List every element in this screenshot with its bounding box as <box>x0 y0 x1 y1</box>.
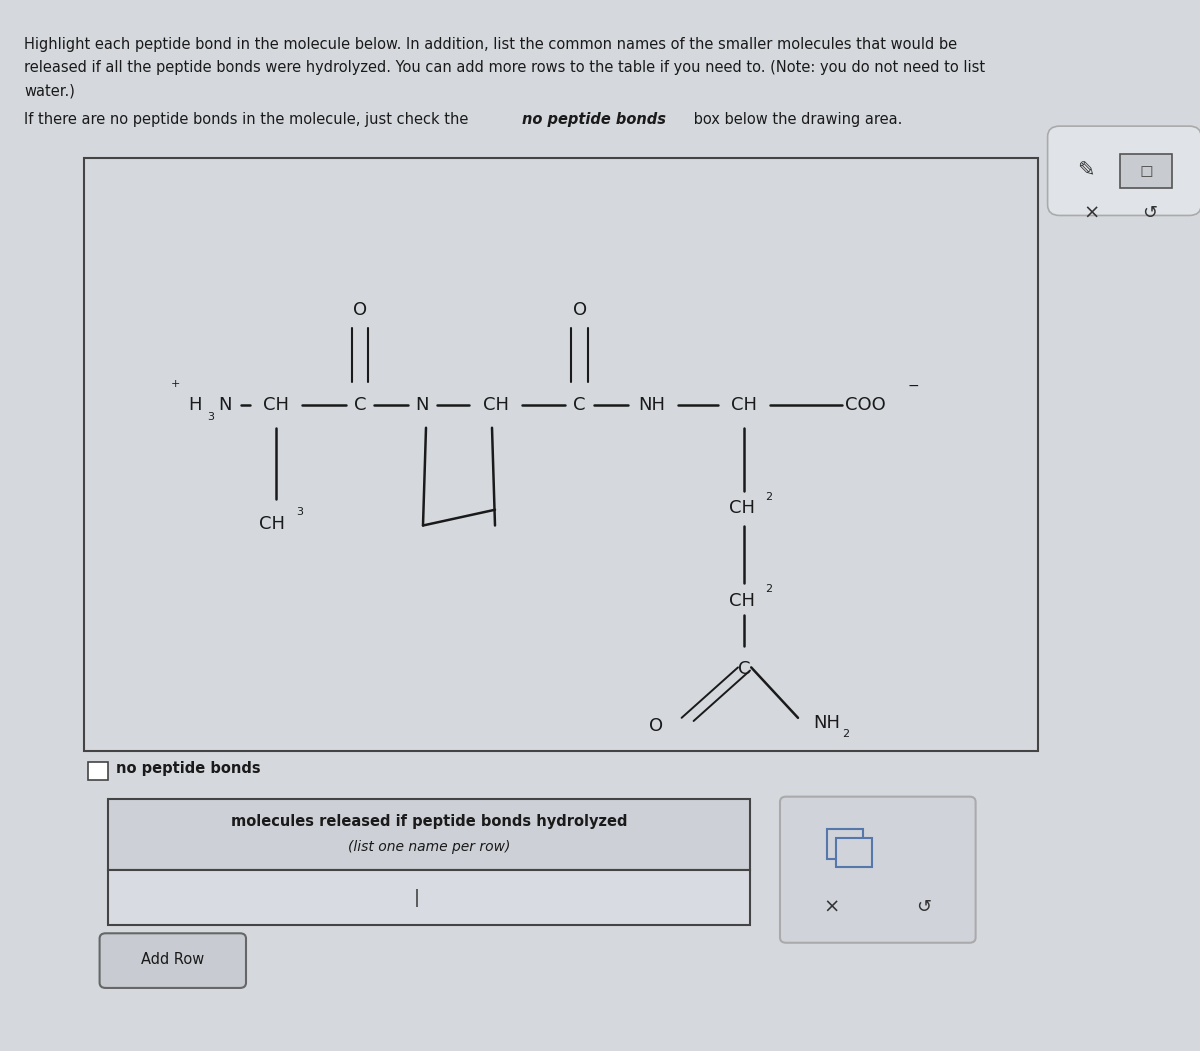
Text: (list one name per row): (list one name per row) <box>348 840 510 854</box>
Text: O: O <box>572 301 587 320</box>
Text: |: | <box>414 888 420 907</box>
Text: −: − <box>907 378 919 393</box>
Text: O: O <box>649 717 664 736</box>
Text: 2: 2 <box>842 728 850 739</box>
Text: ↺: ↺ <box>1142 204 1157 223</box>
Text: Highlight each peptide bond in the molecule below. In addition, list the common : Highlight each peptide bond in the molec… <box>24 37 958 51</box>
Text: CH: CH <box>728 499 755 517</box>
FancyBboxPatch shape <box>84 158 1038 751</box>
Text: N: N <box>415 395 430 414</box>
FancyBboxPatch shape <box>1120 154 1172 188</box>
FancyBboxPatch shape <box>1048 126 1200 215</box>
Bar <box>108 799 750 870</box>
Text: 3: 3 <box>296 507 304 517</box>
Bar <box>836 838 872 867</box>
Text: molecules released if peptide bonds hydrolyzed: molecules released if peptide bonds hydr… <box>230 815 628 829</box>
Text: box below the drawing area.: box below the drawing area. <box>689 112 902 127</box>
Text: O: O <box>353 301 367 320</box>
Text: C: C <box>738 660 750 678</box>
Text: Add Row: Add Row <box>142 952 204 967</box>
Text: ×: × <box>1084 204 1100 223</box>
Text: ✎: ✎ <box>1078 160 1094 181</box>
Text: ↺: ↺ <box>917 898 931 916</box>
Text: N: N <box>218 395 232 414</box>
Text: CH: CH <box>259 515 286 533</box>
Text: water.): water.) <box>24 83 74 98</box>
Text: CH: CH <box>482 395 509 414</box>
Text: CH: CH <box>263 395 289 414</box>
Text: released if all the peptide bonds were hydrolyzed. You can add more rows to the : released if all the peptide bonds were h… <box>24 60 985 75</box>
Text: 2: 2 <box>766 492 773 502</box>
Text: C: C <box>354 395 366 414</box>
Text: If there are no peptide bonds in the molecule, just check the: If there are no peptide bonds in the mol… <box>24 112 473 127</box>
Text: NH: NH <box>638 395 665 414</box>
Text: CH: CH <box>731 395 757 414</box>
Text: +: + <box>170 378 180 389</box>
Bar <box>827 829 863 859</box>
FancyBboxPatch shape <box>780 797 976 943</box>
Text: ×: × <box>823 898 840 916</box>
Text: H: H <box>188 395 202 414</box>
Text: 2: 2 <box>766 584 773 595</box>
Text: C: C <box>574 395 586 414</box>
Text: 3: 3 <box>208 412 215 423</box>
Text: no peptide bonds: no peptide bonds <box>522 112 666 127</box>
Text: ◻: ◻ <box>1139 162 1153 181</box>
Bar <box>88 762 108 780</box>
FancyBboxPatch shape <box>100 933 246 988</box>
Text: NH: NH <box>814 714 840 733</box>
Text: no peptide bonds: no peptide bonds <box>116 761 262 776</box>
Text: CH: CH <box>728 592 755 610</box>
Text: COO: COO <box>845 395 886 414</box>
Bar <box>108 870 750 925</box>
